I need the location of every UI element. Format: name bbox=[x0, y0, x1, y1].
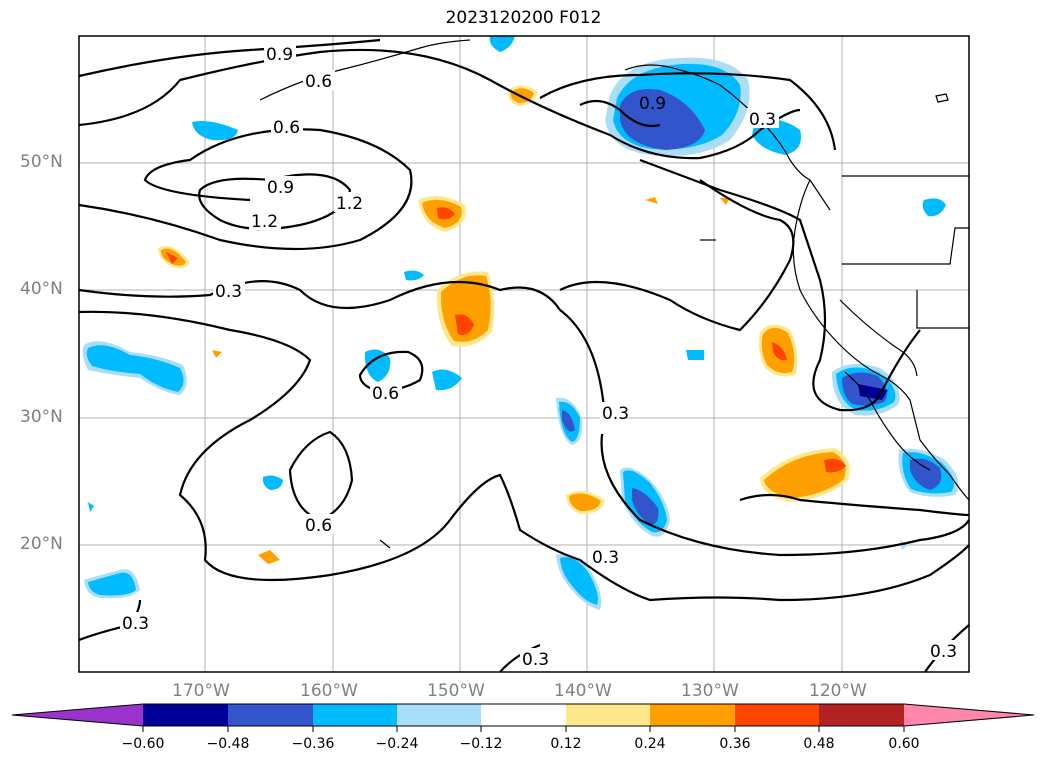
blob-negative bbox=[562, 410, 575, 432]
colorbar-tick-label: −0.36 bbox=[291, 736, 335, 752]
colorbar-tick-label: −0.48 bbox=[206, 736, 250, 752]
colorbar-bin bbox=[481, 704, 566, 726]
lon-label: 150°W bbox=[427, 681, 485, 701]
blob-positive bbox=[720, 198, 730, 205]
blob-positive bbox=[437, 207, 455, 220]
colorbar-extend-low bbox=[12, 704, 143, 726]
blob-negative bbox=[88, 572, 136, 596]
blob-positive bbox=[569, 493, 601, 512]
contour-label: 0.3 bbox=[215, 282, 242, 302]
colorbar-bin bbox=[397, 704, 481, 726]
blob-positive bbox=[258, 550, 280, 564]
colorbar-tick-label: 0.12 bbox=[550, 736, 582, 752]
colorbar-tick-label: −0.60 bbox=[121, 736, 165, 752]
blob-negative bbox=[686, 350, 704, 360]
blob-positive bbox=[824, 458, 846, 473]
colorbar-bin bbox=[566, 704, 650, 726]
lat-label: 20°N bbox=[20, 534, 63, 554]
blob-negative bbox=[632, 488, 659, 525]
contour-label: 0.6 bbox=[372, 384, 399, 404]
blob-negative bbox=[489, 36, 515, 52]
contour-label: 0.9 bbox=[266, 45, 293, 65]
blob-positive bbox=[645, 197, 658, 204]
contour-label: 0.3 bbox=[749, 110, 776, 130]
lat-label: 50°N bbox=[20, 152, 63, 172]
blob-positive bbox=[455, 314, 474, 335]
contour-lines bbox=[78, 38, 970, 673]
colorbar-bin bbox=[228, 704, 313, 726]
lon-label: 170°W bbox=[172, 681, 230, 701]
contour-label: 0.9 bbox=[639, 94, 666, 114]
colorbar-extend-high bbox=[904, 704, 1034, 726]
map-title: 2023120200 F012 bbox=[445, 8, 602, 28]
blob-negative bbox=[192, 121, 238, 141]
blob-negative bbox=[910, 458, 942, 490]
contour-label: 0.9 bbox=[267, 178, 294, 198]
blob-negative bbox=[620, 89, 705, 150]
blob-positive bbox=[212, 350, 222, 358]
contour-label: 1.2 bbox=[251, 212, 278, 232]
colorbar bbox=[11, 703, 1035, 732]
blob-negative bbox=[404, 270, 424, 281]
colorbar-bin bbox=[819, 704, 904, 726]
blob-negative bbox=[560, 557, 598, 605]
colorbar-tick-label: 0.48 bbox=[803, 736, 835, 752]
blob-negative bbox=[432, 369, 462, 391]
contour-label-group: 0.9 0.6 0.6 0.9 1.2 1.2 0.9 0.3 0.3 0.6 … bbox=[120, 43, 960, 670]
colorbar-bin bbox=[735, 704, 819, 726]
contour-label: 0.6 bbox=[305, 72, 332, 92]
contour-label: 0.6 bbox=[305, 516, 332, 536]
contour-label: 0.3 bbox=[602, 404, 629, 424]
colorbar-tick-label: 0.60 bbox=[888, 736, 920, 752]
blob-negative bbox=[88, 502, 94, 512]
lon-label: 160°W bbox=[300, 681, 358, 701]
colorbar-tick-label: 0.36 bbox=[719, 736, 751, 752]
blob-negative bbox=[364, 349, 391, 382]
blob-positive bbox=[440, 275, 491, 342]
lon-label: 140°W bbox=[554, 681, 612, 701]
colorbar-tick-label: −0.12 bbox=[459, 736, 503, 752]
contour-label: 0.3 bbox=[522, 650, 549, 670]
colorbar-bin bbox=[313, 704, 397, 726]
colorbar-bin bbox=[143, 704, 228, 726]
lat-label: 30°N bbox=[20, 407, 63, 427]
blob-negative bbox=[922, 198, 946, 217]
contour-label: 0.3 bbox=[592, 548, 619, 568]
contour-label: 1.2 bbox=[336, 194, 363, 214]
blob-negative bbox=[900, 540, 908, 550]
blob-positive bbox=[772, 342, 787, 361]
colorbar-tick-label: −0.24 bbox=[375, 736, 419, 752]
lat-label: 40°N bbox=[20, 279, 63, 299]
colorbar-tick-label: 0.24 bbox=[634, 736, 666, 752]
blob-negative bbox=[86, 345, 184, 392]
colorbar-bin bbox=[650, 704, 735, 726]
lon-label: 130°W bbox=[681, 681, 739, 701]
contour-label: 0.6 bbox=[273, 118, 300, 138]
lon-label: 120°W bbox=[809, 681, 867, 701]
coastlines bbox=[259, 39, 970, 549]
blob-negative bbox=[262, 475, 283, 490]
contour-label: 0.3 bbox=[930, 642, 957, 662]
blob-positive bbox=[166, 252, 178, 264]
contour-label: 0.3 bbox=[122, 614, 149, 634]
map-frame bbox=[78, 35, 970, 673]
